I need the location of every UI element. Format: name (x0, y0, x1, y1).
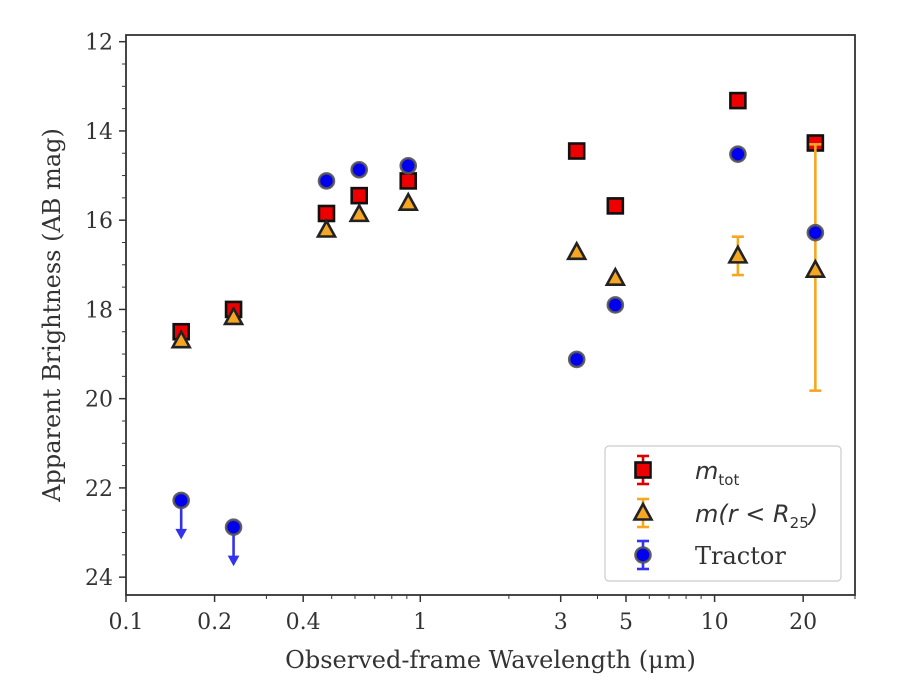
data-point-mr25 (397, 191, 419, 212)
x-tick-label: 0.2 (197, 610, 232, 635)
data-point-mr25 (170, 328, 192, 349)
y-tick-label: 18 (85, 298, 113, 323)
upper-limit-arrowhead-tractor (227, 555, 240, 567)
data-point-tractor (567, 350, 586, 369)
y-tick-label: 24 (85, 566, 113, 591)
data-point-tractor (317, 172, 336, 190)
data-point-tractor (224, 518, 243, 536)
plot-area (170, 91, 827, 567)
data-point-mtot (399, 172, 418, 190)
data-point-mr25 (348, 202, 370, 223)
legend: mtot m(r < R25) Tractor (604, 445, 842, 582)
x-tick-label: 20 (789, 610, 817, 635)
legend-label-mr25: m(r < R25) (695, 500, 818, 532)
data-point-tractor (172, 491, 190, 510)
data-point-mtot (567, 142, 586, 160)
data-point-mr25 (604, 266, 627, 286)
data-point-tractor (606, 296, 625, 314)
x-tick-label: 10 (701, 610, 729, 635)
data-point-mr25 (222, 305, 245, 326)
axis-ticks: 0.1 0.2 0.4 1 3 5 10 20 12 14 16 18 20 22 24 (85, 31, 856, 635)
data-point-mr25 (315, 218, 338, 238)
legend-box (604, 445, 842, 582)
data-point-tractor (806, 223, 825, 242)
y-tick-label: 12 (85, 31, 113, 56)
x-tick-label: 1 (413, 610, 427, 635)
data-point-mr25 (804, 258, 827, 278)
legend-marker-mtot (634, 461, 652, 479)
legend-label-mtot: mtot (695, 457, 739, 489)
axes-frame (125, 34, 856, 596)
legend-marker-tractor (634, 546, 652, 564)
data-point-tractor (729, 145, 747, 163)
data-point-mtot (729, 91, 747, 110)
y-tick-label: 14 (85, 120, 113, 145)
data-point-tractor (399, 156, 418, 175)
x-tick-label: 5 (619, 610, 633, 635)
y-tick-label: 20 (85, 388, 113, 413)
upper-limit-arrowhead-tractor (175, 528, 188, 540)
y-tick-label: 16 (85, 209, 113, 234)
y-axis-title: Apparent Brightness (AB mag) (38, 128, 66, 503)
data-point-mtot (350, 186, 368, 205)
data-point-mr25 (727, 244, 749, 264)
x-tick-label: 0.4 (286, 610, 321, 635)
data-point-tractor (350, 160, 368, 179)
x-tick-label: 0.1 (109, 610, 144, 635)
y-tick-label: 22 (85, 477, 113, 502)
legend-label-tractor: Tractor (695, 542, 786, 570)
series-tractor (172, 145, 825, 567)
x-tick-label: 3 (554, 610, 568, 635)
data-point-mtot (606, 197, 625, 215)
x-axis-title: Observed-frame Wavelength (μm) (285, 646, 696, 674)
series-mtot (172, 91, 825, 341)
series-mr25 (170, 143, 827, 392)
legend-marker-mr25 (632, 501, 654, 521)
data-point-mr25 (566, 240, 588, 261)
